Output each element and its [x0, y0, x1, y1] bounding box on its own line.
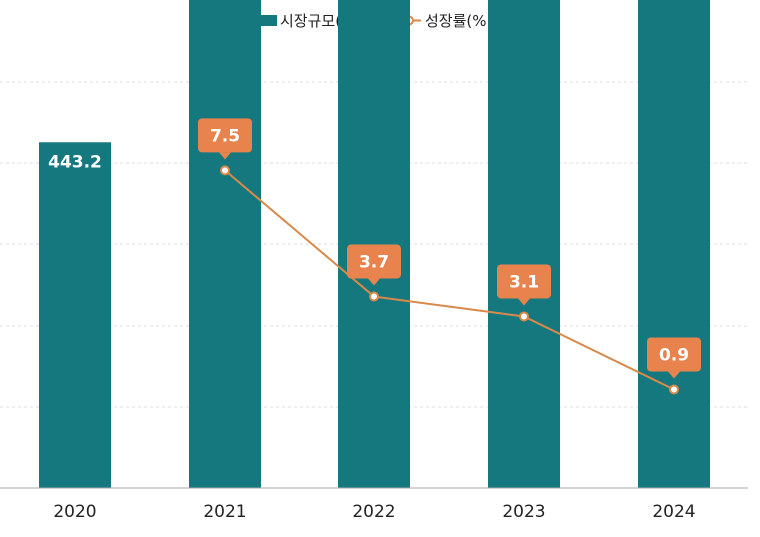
- x-tick-label: 2022: [352, 502, 395, 522]
- growth-value-label: 7.5: [210, 126, 240, 146]
- bar-2023: [488, 0, 560, 488]
- callout-pointer: [668, 371, 680, 379]
- growth-callout: 3.1: [497, 264, 551, 306]
- callout-pointer: [219, 152, 231, 160]
- growth-point: [220, 165, 230, 176]
- bar-value-label: 443.2: [48, 152, 102, 172]
- callout-box: [198, 118, 252, 153]
- x-axis: 2020 2021 2022 2023 2024: [0, 487, 748, 522]
- growth-value-label: 3.7: [359, 253, 389, 273]
- bar-2024: [638, 0, 710, 488]
- x-tick-label: 2020: [53, 502, 96, 522]
- growth-callout: 0.9: [647, 337, 701, 379]
- callout-box: [497, 264, 551, 299]
- x-tick-label: 2024: [652, 502, 695, 522]
- bars: 443.2476.4494.0509.5514.1: [39, 0, 710, 489]
- callout-box: [347, 244, 401, 279]
- legend-bar-swatch: [255, 15, 277, 26]
- bar-2021: [189, 0, 261, 488]
- x-tick-label: 2021: [203, 502, 246, 522]
- growth-point: [519, 311, 529, 322]
- growth-point: [669, 384, 679, 395]
- growth-callout: 3.7: [347, 244, 401, 286]
- bar-2020: [39, 142, 111, 489]
- callout-box: [647, 337, 701, 372]
- growth-callout: 7.5: [198, 118, 252, 160]
- legend-line-label: 성장률(%): [425, 12, 492, 30]
- growth-value-label: 3.1: [509, 272, 539, 292]
- growth-value-label: 0.9: [659, 346, 689, 366]
- callout-pointer: [368, 278, 380, 286]
- bar-2022: [338, 0, 410, 488]
- callout-pointer: [518, 298, 530, 306]
- growth-point: [369, 291, 379, 302]
- growth-rate-line: [224, 169, 675, 391]
- x-tick-label: 2023: [502, 502, 545, 522]
- growth-line: 7.5 3.7 3.1 0.9: [198, 118, 701, 395]
